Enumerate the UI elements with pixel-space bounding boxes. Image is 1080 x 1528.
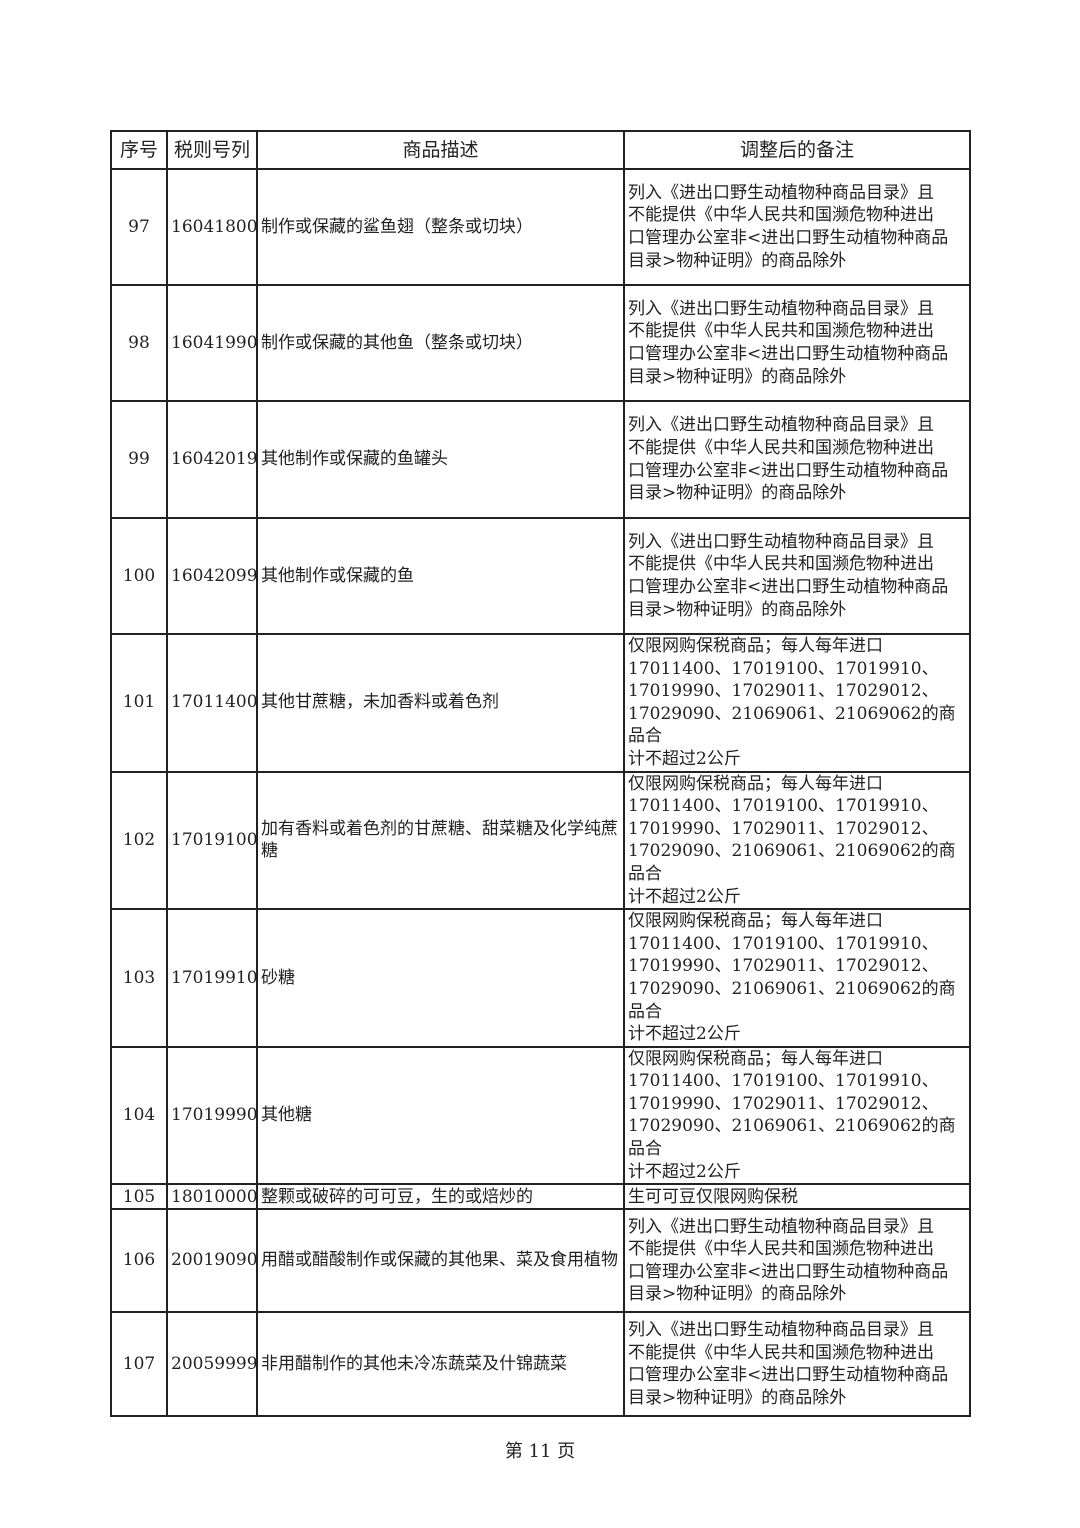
tariff-code: 20019090: [166, 1208, 258, 1314]
row-number: 107: [110, 1311, 168, 1418]
table-row: 98 16041990 制作或保藏的其他鱼（整条或切块） 列入《进出口野生动植物种商品…: [110, 284, 971, 402]
remark: 列入《进出口野生动植物种商品目录》且 不能提供《中华人民共和国濒危物种进出 口管…: [623, 168, 971, 286]
goods-table: 序号 税则号列 商品描述 调整后的备注 97 16041800 制作或保藏的鲨鱼翅（…: [110, 130, 971, 1418]
row-number: 97: [110, 168, 168, 286]
row-number: 104: [110, 1045, 168, 1186]
goods-description: 其他制作或保藏的鱼罐头: [256, 400, 625, 519]
page-number: 第 11 页: [504, 1441, 576, 1462]
table-row: 102 17019100 加有香料或着色剂的甘蔗糖、甜菜糖及化学纯蔗糖 仅限网购保税商…: [110, 770, 971, 911]
goods-description: 其他制作或保藏的鱼: [256, 517, 625, 635]
header-desc: 商品描述: [256, 130, 625, 170]
row-number: 103: [110, 908, 168, 1048]
table-row: 106 20019090 用醋或醋酸制作或保藏的其他果、菜及食用植物 列入《进出口野生…: [110, 1208, 971, 1314]
goods-description: 非用醋制作的其他未冷冻蔬菜及什锦蔬菜: [256, 1311, 625, 1418]
remark: 仅限网购保税商品；每人每年进口 17011400、17019100、170199…: [623, 1045, 971, 1186]
row-number: 101: [110, 633, 168, 773]
table-header-row: 序号 税则号列 商品描述 调整后的备注: [110, 130, 971, 170]
goods-description: 加有香料或着色剂的甘蔗糖、甜菜糖及化学纯蔗糖: [256, 770, 625, 911]
goods-description: 制作或保藏的鲨鱼翅（整条或切块）: [256, 168, 625, 286]
row-number: 105: [110, 1183, 168, 1211]
row-number: 106: [110, 1208, 168, 1314]
tariff-code: 17011400: [166, 633, 258, 773]
remark: 列入《进出口野生动植物种商品目录》且 不能提供《中华人民共和国濒危物种进出 口管…: [623, 1208, 971, 1314]
remark: 列入《进出口野生动植物种商品目录》且 不能提供《中华人民共和国濒危物种进出 口管…: [623, 400, 971, 519]
tariff-code: 16041990: [166, 284, 258, 402]
table-row: 99 16042019 其他制作或保藏的鱼罐头 列入《进出口野生动植物种商品目录》且 …: [110, 400, 971, 519]
goods-description: 砂糖: [256, 908, 625, 1048]
remark: 生可可豆仅限网购保税: [623, 1183, 971, 1211]
table-row: 103 17019910 砂糖 仅限网购保税商品；每人每年进口 17011400、17…: [110, 908, 971, 1048]
remark: 仅限网购保税商品；每人每年进口 17011400、17019100、170199…: [623, 770, 971, 911]
tariff-code: 16042019: [166, 400, 258, 519]
tariff-code: 18010000: [166, 1183, 258, 1211]
table-row: 97 16041800 制作或保藏的鲨鱼翅（整条或切块） 列入《进出口野生动植物种商品…: [110, 168, 971, 286]
goods-description: 用醋或醋酸制作或保藏的其他果、菜及食用植物: [256, 1208, 625, 1314]
tariff-code: 16041800: [166, 168, 258, 286]
row-number: 99: [110, 400, 168, 519]
header-no: 序号: [110, 130, 168, 170]
table-row: 104 17019990 其他糖 仅限网购保税商品；每人每年进口 17011400、1…: [110, 1045, 971, 1186]
row-number: 98: [110, 284, 168, 402]
tariff-code: 17019100: [166, 770, 258, 911]
table-row: 107 20059999 非用醋制作的其他未冷冻蔬菜及什锦蔬菜 列入《进出口野生动植物…: [110, 1311, 971, 1418]
row-number: 100: [110, 517, 168, 635]
tariff-code: 17019910: [166, 908, 258, 1048]
remark: 列入《进出口野生动植物种商品目录》且 不能提供《中华人民共和国濒危物种进出 口管…: [623, 284, 971, 402]
goods-description: 制作或保藏的其他鱼（整条或切块）: [256, 284, 625, 402]
goods-description: 其他甘蔗糖，未加香料或着色剂: [256, 633, 625, 773]
table-row: 101 17011400 其他甘蔗糖，未加香料或着色剂 仅限网购保税商品；每人每年进口…: [110, 633, 971, 773]
table-row: 105 18010000 整颗或破碎的可可豆，生的或焙炒的 生可可豆仅限网购保税: [110, 1183, 971, 1211]
table-row: 100 16042099 其他制作或保藏的鱼 列入《进出口野生动植物种商品目录》且 不…: [110, 517, 971, 635]
goods-description: 整颗或破碎的可可豆，生的或焙炒的: [256, 1183, 625, 1211]
remark: 仅限网购保税商品；每人每年进口 17011400、17019100、170199…: [623, 908, 971, 1048]
tariff-code: 20059999: [166, 1311, 258, 1418]
row-number: 102: [110, 770, 168, 911]
remark: 列入《进出口野生动植物种商品目录》且 不能提供《中华人民共和国濒危物种进出 口管…: [623, 517, 971, 635]
header-code: 税则号列: [166, 130, 258, 170]
tariff-code: 17019990: [166, 1045, 258, 1186]
remark: 列入《进出口野生动植物种商品目录》且 不能提供《中华人民共和国濒危物种进出 口管…: [623, 1311, 971, 1418]
header-remark: 调整后的备注: [623, 130, 971, 170]
goods-description: 其他糖: [256, 1045, 625, 1186]
tariff-code: 16042099: [166, 517, 258, 635]
remark: 仅限网购保税商品；每人每年进口 17011400、17019100、170199…: [623, 633, 971, 773]
